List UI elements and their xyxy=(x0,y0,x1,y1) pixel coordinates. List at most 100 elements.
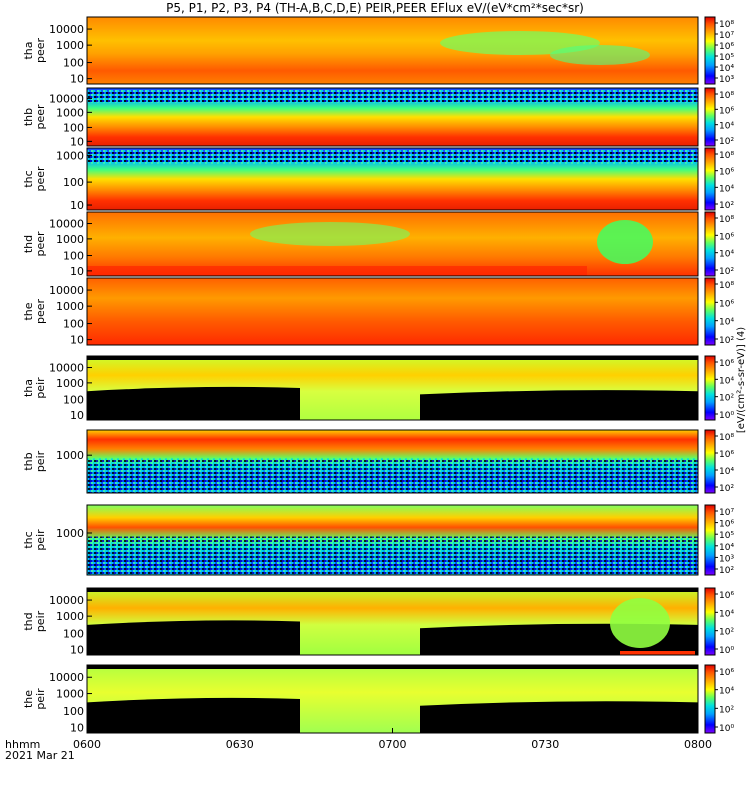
cbar-tick-thb-peir-0: 10⁸ xyxy=(719,433,734,443)
cbar-tick-thd-peir-3: 10⁰ xyxy=(719,646,734,656)
cbar-tick-the-peir-1: 10⁴ xyxy=(719,687,734,697)
ytick-tha-peer-2: 100 xyxy=(63,57,84,70)
panel-thb-peir: thbpeir xyxy=(22,429,718,494)
ytick-the-peir-2: 100 xyxy=(63,705,84,718)
ytick-thd-peir-0: 10000 xyxy=(49,594,84,607)
cbar-tick-thd-peir-1: 10⁴ xyxy=(719,609,734,619)
cbar-tick-the-peer-2: 10⁴ xyxy=(719,318,734,328)
cbar-tick-thb-peir-2: 10⁴ xyxy=(719,467,734,477)
ytick-the-peir-1: 1000 xyxy=(56,688,84,701)
chart-title: P5, P1, P2, P3, P4 (TH-A,B,C,D,E) PEIR,P… xyxy=(166,1,584,15)
cbar-tick-thc-peir-0: 10⁷ xyxy=(719,508,734,518)
ylabel-thb-peer: thbpeer xyxy=(22,104,47,130)
ytick-thc-peer-0: 1000 xyxy=(56,149,84,162)
cbar-tick-the-peer-3: 10² xyxy=(719,336,734,346)
colorbar-the-peer xyxy=(704,277,716,346)
cbar-tick-thd-peer-3: 10² xyxy=(719,267,734,277)
cbar-tick-thc-peir-5: 10² xyxy=(719,566,734,576)
cbar-tick-tha-peer-5: 10³ xyxy=(719,75,734,85)
cbar-tick-thb-peer-1: 10⁶ xyxy=(719,106,734,116)
panel-the-peir: thepeir xyxy=(22,664,718,734)
ytick-thc-peer-1: 100 xyxy=(63,176,84,189)
colorbar-the-peir xyxy=(704,664,716,734)
cbar-tick-thc-peer-3: 10² xyxy=(719,201,734,211)
spectrogram-the-peer xyxy=(87,278,698,345)
ylabel-thd-peir: thdpeir xyxy=(22,610,47,632)
cbar-tick-the-peir-2: 10² xyxy=(719,705,734,715)
cbar-tick-thc-peer-2: 10⁴ xyxy=(719,184,734,194)
ytick-the-peir-3: 10 xyxy=(70,722,84,735)
cbar-tick-tha-peer-2: 10⁶ xyxy=(719,42,734,52)
cbar-tick-thd-peer-2: 10⁴ xyxy=(719,250,734,260)
colorbar-thc-peir xyxy=(704,504,716,576)
ytick-the-peer-0: 10000 xyxy=(49,284,84,297)
ytick-tha-peir-0: 10000 xyxy=(49,362,84,375)
colorbar-thc-peer xyxy=(704,147,716,211)
ylabel-thc-peir: thcpeir xyxy=(22,529,47,551)
colorbar-thb-peir xyxy=(704,429,716,494)
colorbar-unit-label: [eV/(cm²-s-sr-eV)] (4) xyxy=(736,327,747,433)
cbar-tick-tha-peir-1: 10⁴ xyxy=(719,376,734,386)
panel-the-peer: thepeer xyxy=(22,277,718,346)
cbar-tick-tha-peir-2: 10² xyxy=(719,394,734,404)
cbar-tick-thd-peir-2: 10² xyxy=(719,628,734,638)
xtick-label-3: 0730 xyxy=(531,738,559,751)
ylabel-the-peer: thepeer xyxy=(22,299,47,325)
ytick-thb-peer-1: 1000 xyxy=(56,106,84,119)
cbar-tick-thd-peir-0: 10⁶ xyxy=(719,591,734,601)
xtick-label-1: 0630 xyxy=(226,738,254,751)
ytick-thb-peer-3: 10 xyxy=(70,135,84,148)
colorbar-tha-peir xyxy=(704,355,716,421)
ytick-tha-peer-1: 1000 xyxy=(56,39,84,52)
cbar-tick-the-peir-3: 10⁰ xyxy=(719,724,734,734)
ytick-tha-peir-3: 10 xyxy=(70,409,84,422)
cbar-tick-thc-peer-1: 10⁶ xyxy=(719,168,734,178)
panel-thc-peer: thcpeer xyxy=(22,147,718,211)
cbar-tick-thb-peer-2: 10⁴ xyxy=(719,122,734,132)
ytick-thd-peer-0: 10000 xyxy=(49,218,84,231)
date-label: 2021 Mar 21 xyxy=(5,749,75,762)
cbar-tick-thc-peir-4: 10³ xyxy=(719,554,734,564)
cbar-tick-thb-peir-1: 10⁶ xyxy=(719,450,734,460)
panel-thc-peir: thcpeir xyxy=(22,504,718,576)
cbar-tick-thc-peir-2: 10⁵ xyxy=(719,531,734,541)
cbar-tick-thc-peer-0: 10⁸ xyxy=(719,151,734,161)
xtick-label-4: 0800 xyxy=(684,738,712,751)
ytick-thc-peer-2: 10 xyxy=(70,199,84,212)
cbar-tick-thb-peer-3: 10² xyxy=(719,137,734,147)
ytick-tha-peir-1: 1000 xyxy=(56,377,84,390)
cbar-tick-tha-peer-3: 10⁵ xyxy=(719,53,734,63)
ytick-thd-peer-2: 100 xyxy=(63,250,84,263)
ytick-thb-peir-0: 1000 xyxy=(56,449,84,462)
cbar-tick-thb-peer-0: 10⁸ xyxy=(719,91,734,101)
cbar-tick-tha-peer-4: 10⁴ xyxy=(719,64,734,74)
time-axis-label: hhmm xyxy=(5,738,41,751)
spectrogram-thd-peer xyxy=(87,212,698,276)
cbar-tick-tha-peer-1: 10⁷ xyxy=(719,31,734,41)
ytick-thc-peir-0: 1000 xyxy=(56,527,84,540)
ytick-the-peer-2: 100 xyxy=(63,318,84,331)
cbar-tick-thc-peir-1: 10⁶ xyxy=(719,520,734,530)
ytick-thb-peer-2: 100 xyxy=(63,121,84,134)
ytick-thd-peer-3: 10 xyxy=(70,265,84,278)
panel-thb-peer: thbpeer xyxy=(22,87,718,147)
panel-thd-peer: thdpeer xyxy=(22,211,718,277)
panel-thd-peir: thdpeir xyxy=(22,587,718,656)
xtick-label-0: 0600 xyxy=(73,738,101,751)
cbar-tick-the-peer-0: 10⁸ xyxy=(719,281,734,291)
cbar-tick-thd-peer-0: 10⁸ xyxy=(719,215,734,225)
ytick-tha-peir-2: 100 xyxy=(63,394,84,407)
ytick-thd-peer-1: 1000 xyxy=(56,233,84,246)
ytick-thd-peir-3: 10 xyxy=(70,644,84,657)
ylabel-tha-peir: thapeir xyxy=(22,377,47,399)
panel-tha-peir: thapeir xyxy=(22,355,718,421)
colorbar-thd-peer xyxy=(704,211,716,277)
ytick-the-peer-3: 10 xyxy=(70,334,84,347)
cbar-tick-thc-peir-3: 10⁴ xyxy=(719,543,734,553)
cbar-tick-thd-peer-1: 10⁶ xyxy=(719,232,734,242)
cbar-tick-the-peer-1: 10⁶ xyxy=(719,299,734,309)
ytick-thb-peer-0: 10000 xyxy=(49,92,84,105)
cbar-tick-tha-peer-0: 10⁸ xyxy=(719,20,734,30)
ytick-tha-peer-0: 10000 xyxy=(49,23,84,36)
ytick-the-peir-0: 10000 xyxy=(49,671,84,684)
